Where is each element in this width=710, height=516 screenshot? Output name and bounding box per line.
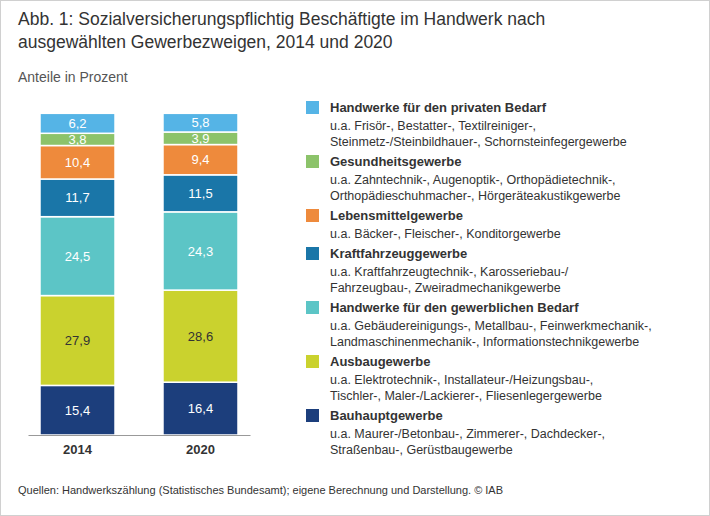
legend-description: Straßenbau-, Gerüstbaugewerbe xyxy=(330,443,513,457)
bar-segment xyxy=(40,146,115,179)
frame xyxy=(1,1,710,516)
legend-swatch xyxy=(306,101,319,114)
legend-swatch xyxy=(306,409,319,422)
data-label: 11,7 xyxy=(65,190,89,205)
legend-label: Ausbaugewerbe xyxy=(330,354,430,369)
data-label: 27,9 xyxy=(65,333,90,348)
bar-segment xyxy=(163,382,238,435)
legend-description: u.a. Bäcker-, Fleischer-, Konditorgewerb… xyxy=(330,227,561,241)
data-label: 24,3 xyxy=(188,244,213,259)
bar-segment xyxy=(163,145,238,175)
legend-description: u.a. Frisör-, Bestatter-, Textilreiniger… xyxy=(330,119,536,133)
data-label: 11,5 xyxy=(188,186,212,201)
legend-description: u.a. Zahntechnik-, Augenoptik-, Orthopäd… xyxy=(330,173,616,187)
chart: Abb. 1: Sozialversicherungspflichtig Bes… xyxy=(0,0,710,516)
title: Abb. 1: Sozialversicherungspflichtig Bes… xyxy=(18,9,545,52)
legend-description: Steinmetz-/Steinbildhauer-, Schornsteinf… xyxy=(330,135,627,149)
bar-segment xyxy=(163,113,238,132)
data-label: 10,4 xyxy=(65,155,90,170)
legend-swatch xyxy=(306,209,319,222)
legend-description: u.a. Gebäudereinigungs-, Metallbau-, Fei… xyxy=(330,319,652,333)
tick: 2020 xyxy=(186,435,215,457)
legend-description: Tischler-, Maler-/Lackierer-, Fliesenleg… xyxy=(330,389,602,403)
legend-label: Lebensmittelgewerbe xyxy=(330,208,463,223)
data-label: 15,4 xyxy=(65,403,90,418)
bar-segment xyxy=(163,212,238,290)
tick-label: 2020 xyxy=(186,442,215,457)
data-label: 6,2 xyxy=(68,116,86,131)
bar-segment xyxy=(40,296,115,386)
data-label: 28,6 xyxy=(188,329,213,344)
tick-label: 2014 xyxy=(63,442,93,457)
legend-label: Handwerke für den gewerblichen Bedarf xyxy=(330,300,579,315)
legend-label: Handwerke für den privaten Bedarf xyxy=(330,100,547,115)
legend-label: Bauhauptgewerbe xyxy=(330,408,443,423)
data-labels: 15,4 16,4 27,9 28,6 24,5 24,3 11,7 11,5 10,4 9,4 3… xyxy=(65,115,213,418)
data-label: 5,8 xyxy=(191,115,209,130)
axis-line xyxy=(29,435,251,436)
bar-segment xyxy=(40,385,115,435)
source: Quellen: Handwerkszählung (Statistisches… xyxy=(18,484,503,496)
legend-description: Orthopädieschuhmacher-, Hörgeräteakustik… xyxy=(330,189,620,203)
x-axis: 2014 2020 xyxy=(29,435,251,457)
legend-label: Gesundheitsgewerbe xyxy=(330,154,461,169)
data-label: 24,5 xyxy=(65,249,90,264)
bars xyxy=(40,113,238,435)
legend-swatch xyxy=(306,155,319,168)
bar-segment xyxy=(163,175,238,212)
data-label: 9,4 xyxy=(191,152,209,167)
legend-description: u.a. Elektrotechnik-, Installateur-/Heiz… xyxy=(330,373,593,387)
legend-label: Kraftfahrzeuggewerbe xyxy=(330,246,467,261)
legend-description: u.a. Kraftfahrzeugtechnik-, Karosserieba… xyxy=(330,265,569,279)
bar-segment xyxy=(163,290,238,382)
data-label: 3,8 xyxy=(68,132,86,147)
bar-segment xyxy=(40,179,115,217)
bar-segment xyxy=(40,113,115,133)
legend: Handwerke für den privaten Bedarf u.a. Fr… xyxy=(306,100,652,457)
subtitle: Anteile in Prozent xyxy=(18,69,128,85)
legend-swatch xyxy=(306,301,319,314)
bar-segment xyxy=(40,217,115,296)
legend-description: u.a. Maurer-/Betonbau-, Zimmerer-, Dachd… xyxy=(330,427,605,441)
tick: 2014 xyxy=(63,435,93,457)
data-label: 16,4 xyxy=(188,401,213,416)
data-label: 3,9 xyxy=(191,131,209,146)
legend-swatch xyxy=(306,355,319,368)
legend-description: Landmaschinenmechanik-, Informationstech… xyxy=(330,335,639,349)
legend-description: Fahrzeugbau-, Zweiradmechanikgewerbe xyxy=(330,281,561,295)
legend-swatch xyxy=(306,247,319,260)
